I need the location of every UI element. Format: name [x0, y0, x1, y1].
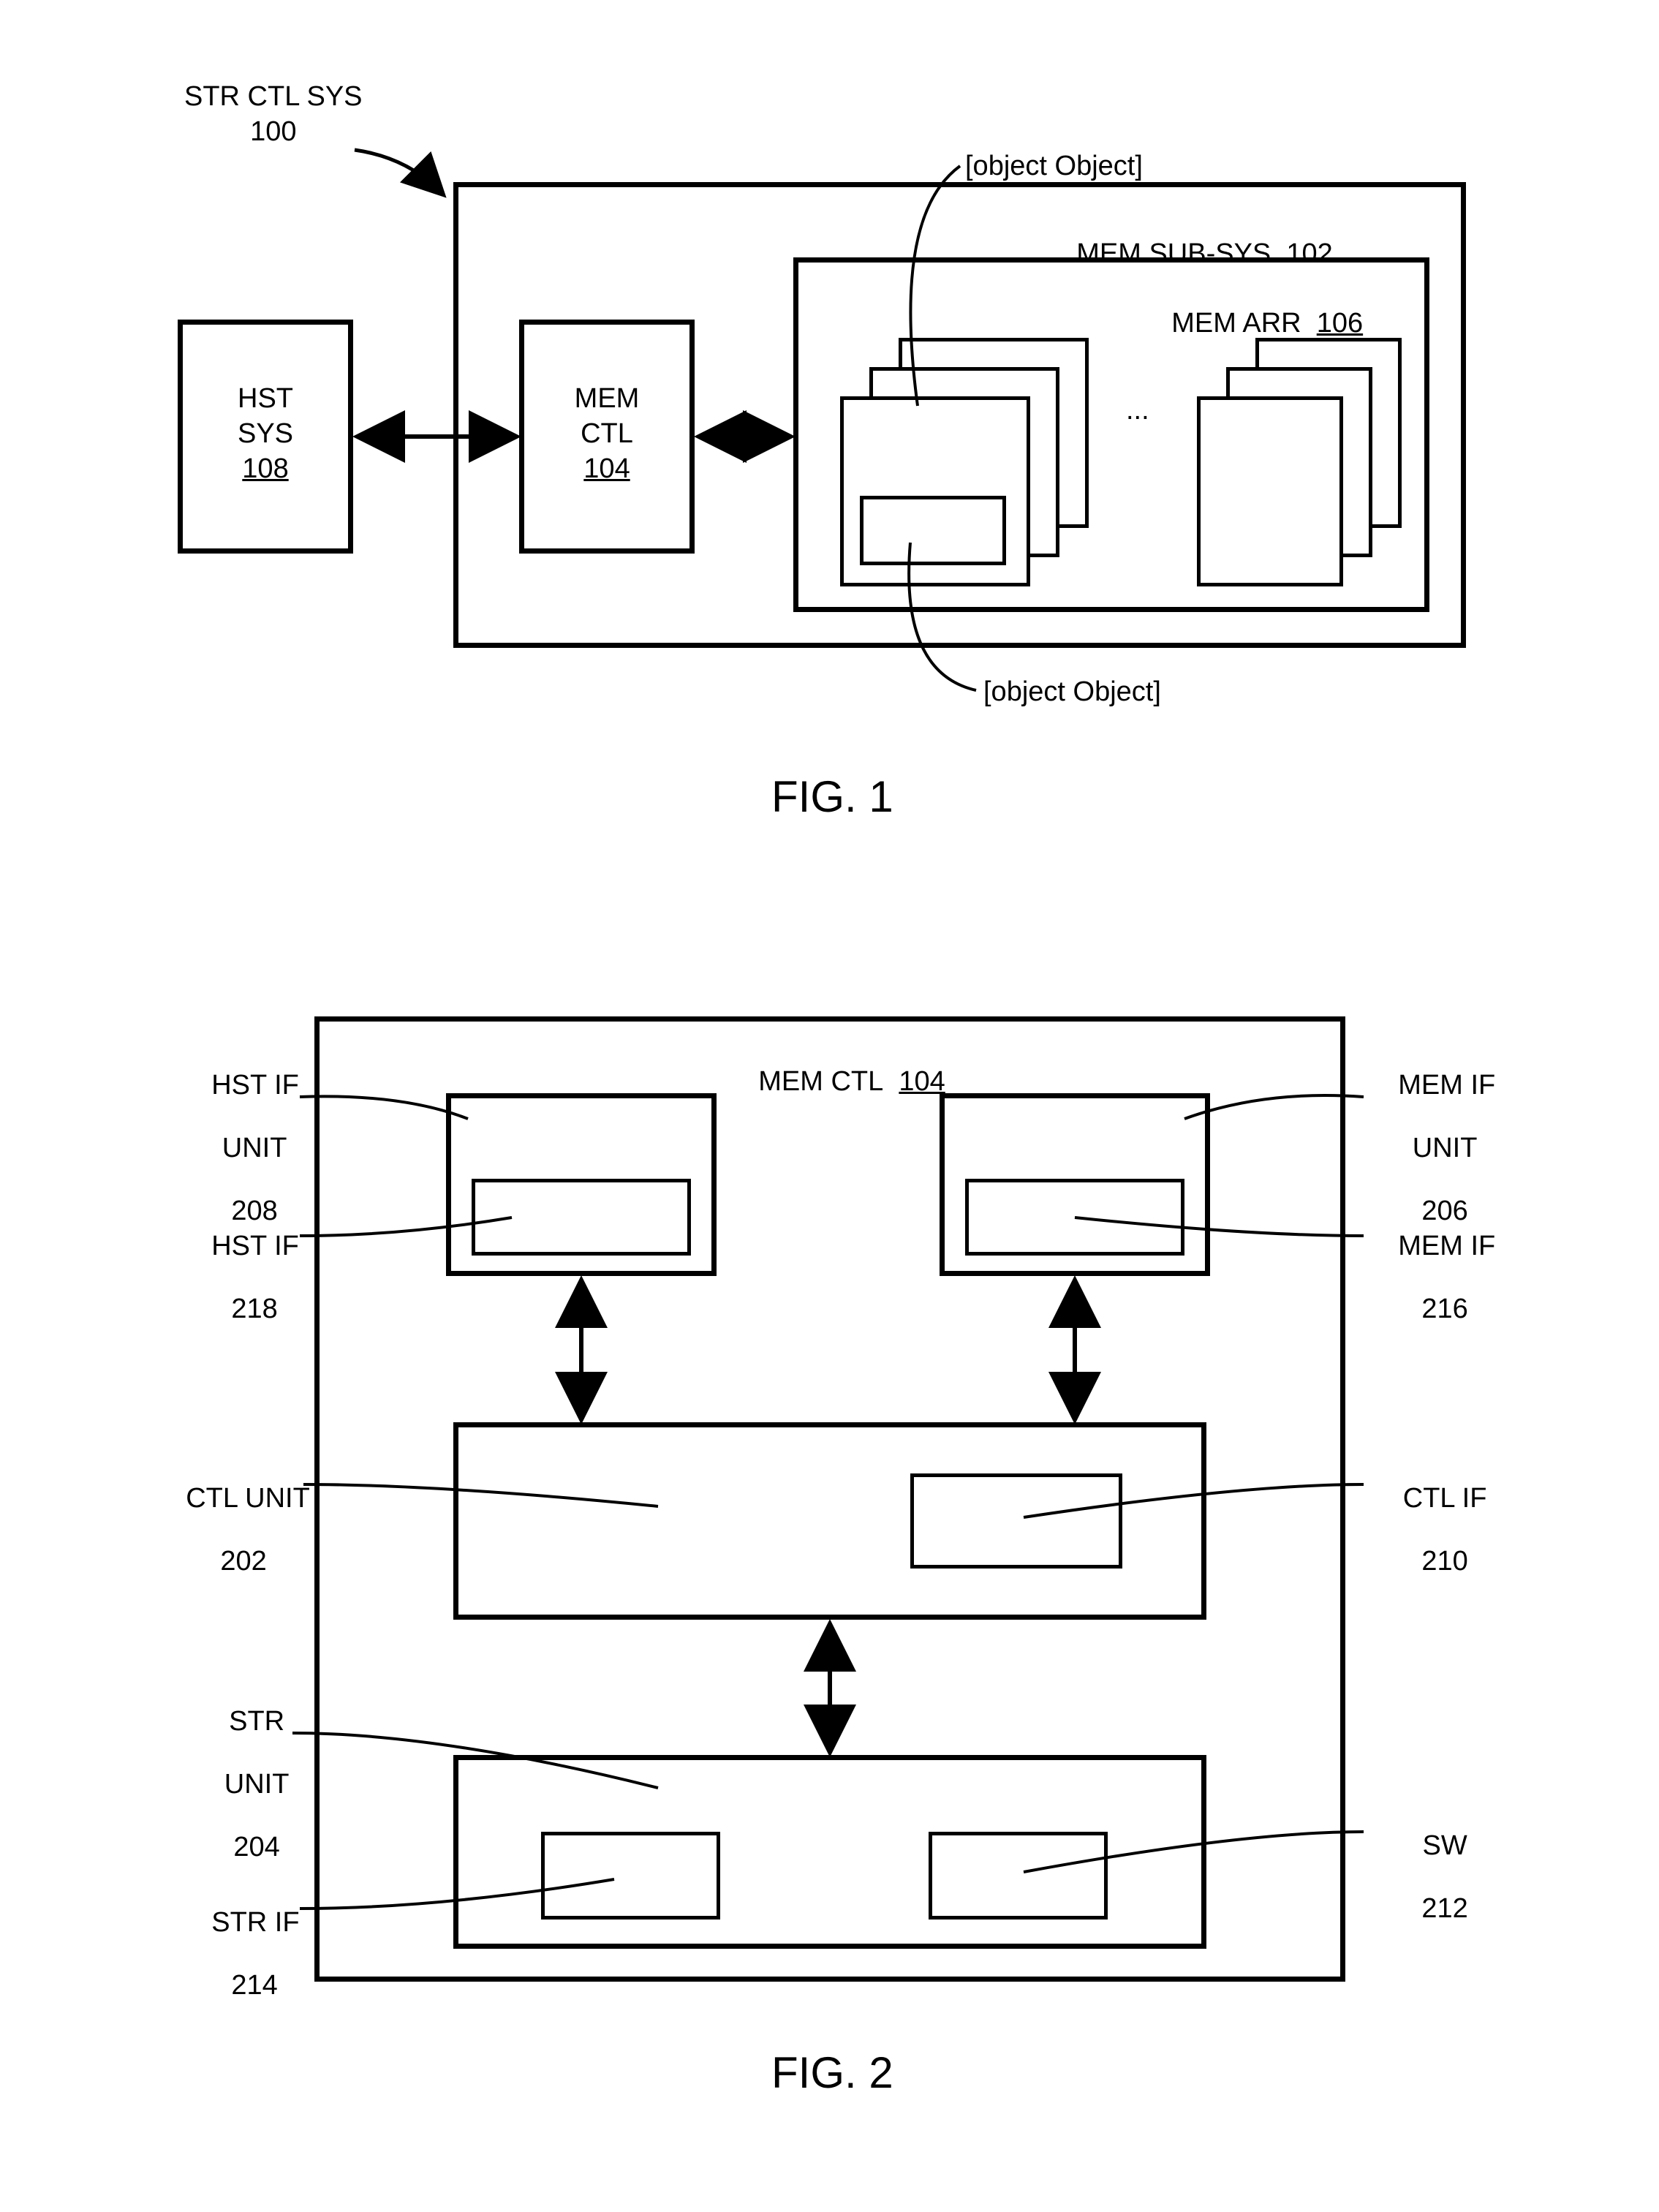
fig2-str-if-box [541, 1832, 720, 1920]
fig1-mem-ctl-l1: MEM [524, 383, 689, 415]
fig2-mem-if-unit-l2: UNIT [1413, 1133, 1478, 1163]
fig2-ctl-unit-num: 202 [220, 1546, 266, 1577]
fig1-hst-sys-l1: HST [183, 383, 348, 415]
fig1-mem-ctl-box: MEM CTL 104 [519, 320, 695, 554]
fig2-str-if-l1: STR IF [211, 1907, 299, 1938]
fig1-hst-sys-box: HST SYS 108 [178, 320, 353, 554]
fig2-mem-if-box [965, 1179, 1184, 1256]
fig2-hst-if-unit-l2: UNIT [222, 1133, 287, 1163]
fig2-hst-if-l1: HST IF [211, 1231, 299, 1261]
fig2-str-unit-l2: UNIT [224, 1769, 290, 1800]
fig2-mem-if-l1: MEM IF [1398, 1231, 1495, 1261]
fig1-mem-arr-text: MEM ARR [1171, 308, 1301, 339]
fig1-mem-ctl-l2: CTL [524, 418, 689, 450]
fig1-mem-ctl-num: 104 [524, 453, 689, 485]
fig1-hst-sys-num: 108 [183, 453, 348, 485]
fig1-hst-sys-l2: SYS [183, 418, 348, 450]
fig1-ch-sel-box [860, 496, 1006, 565]
fig2-title: FIG. 2 [771, 2047, 893, 2098]
fig2-str-unit: STR UNIT 204 [190, 1675, 292, 1895]
fig2-sw: SW 212 [1367, 1799, 1492, 1956]
fig2-hst-if: HST IF 218 [181, 1199, 298, 1356]
fig2-hst-if-unit-l1: HST IF [211, 1070, 299, 1101]
fig1-title: FIG. 1 [771, 771, 893, 822]
fig2-str-unit-l1: STR [229, 1706, 284, 1737]
page: STR CTL SYS 100 HST SYS 108 MEM CTL 104 … [0, 0, 1659, 2212]
fig2-ctl-if-l1: CTL IF [1403, 1483, 1487, 1514]
fig2-sw-num: 212 [1421, 1893, 1467, 1924]
fig1-mem-dev: [object Object] [965, 151, 1143, 182]
fig2-ctl-unit-l1: CTL UNIT [186, 1483, 310, 1514]
fig2-sw-box [929, 1832, 1108, 1920]
fig2-mem-ctl: MEM CTL 104 [728, 1035, 945, 1129]
fig2-hst-if-box [472, 1179, 691, 1256]
fig2-hst-if-num: 218 [231, 1294, 277, 1324]
fig2-ctl-if: CTL IF 210 [1367, 1452, 1492, 1609]
fig1-str-ctl-sys: STR CTL SYS 100 [184, 80, 363, 149]
fig1-card-r1 [1197, 396, 1343, 586]
fig2-mem-ctl-num: 104 [899, 1066, 945, 1097]
fig1-ch-sel: [object Object] [983, 676, 1161, 708]
fig2-mem-if-unit-l1: MEM IF [1398, 1070, 1495, 1101]
fig1-ellipsis: ... [1126, 395, 1149, 426]
fig2-ctl-unit: CTL UNIT 202 [155, 1452, 301, 1609]
fig2-str-if-num: 214 [231, 1970, 277, 2001]
fig1-mem-arr-num: 106 [1317, 308, 1363, 339]
fig2-str-if: STR IF 214 [181, 1876, 298, 2033]
fig2-mem-if: MEM IF 216 [1367, 1199, 1492, 1356]
fig2-mem-ctl-text: MEM CTL [758, 1066, 883, 1097]
fig2-ctl-if-num: 210 [1421, 1546, 1467, 1577]
fig2-str-unit-num: 204 [233, 1832, 279, 1862]
fig2-sw-l1: SW [1423, 1830, 1467, 1861]
fig2-mem-if-num: 216 [1421, 1294, 1467, 1324]
fig2-ctl-if-box [910, 1473, 1122, 1569]
